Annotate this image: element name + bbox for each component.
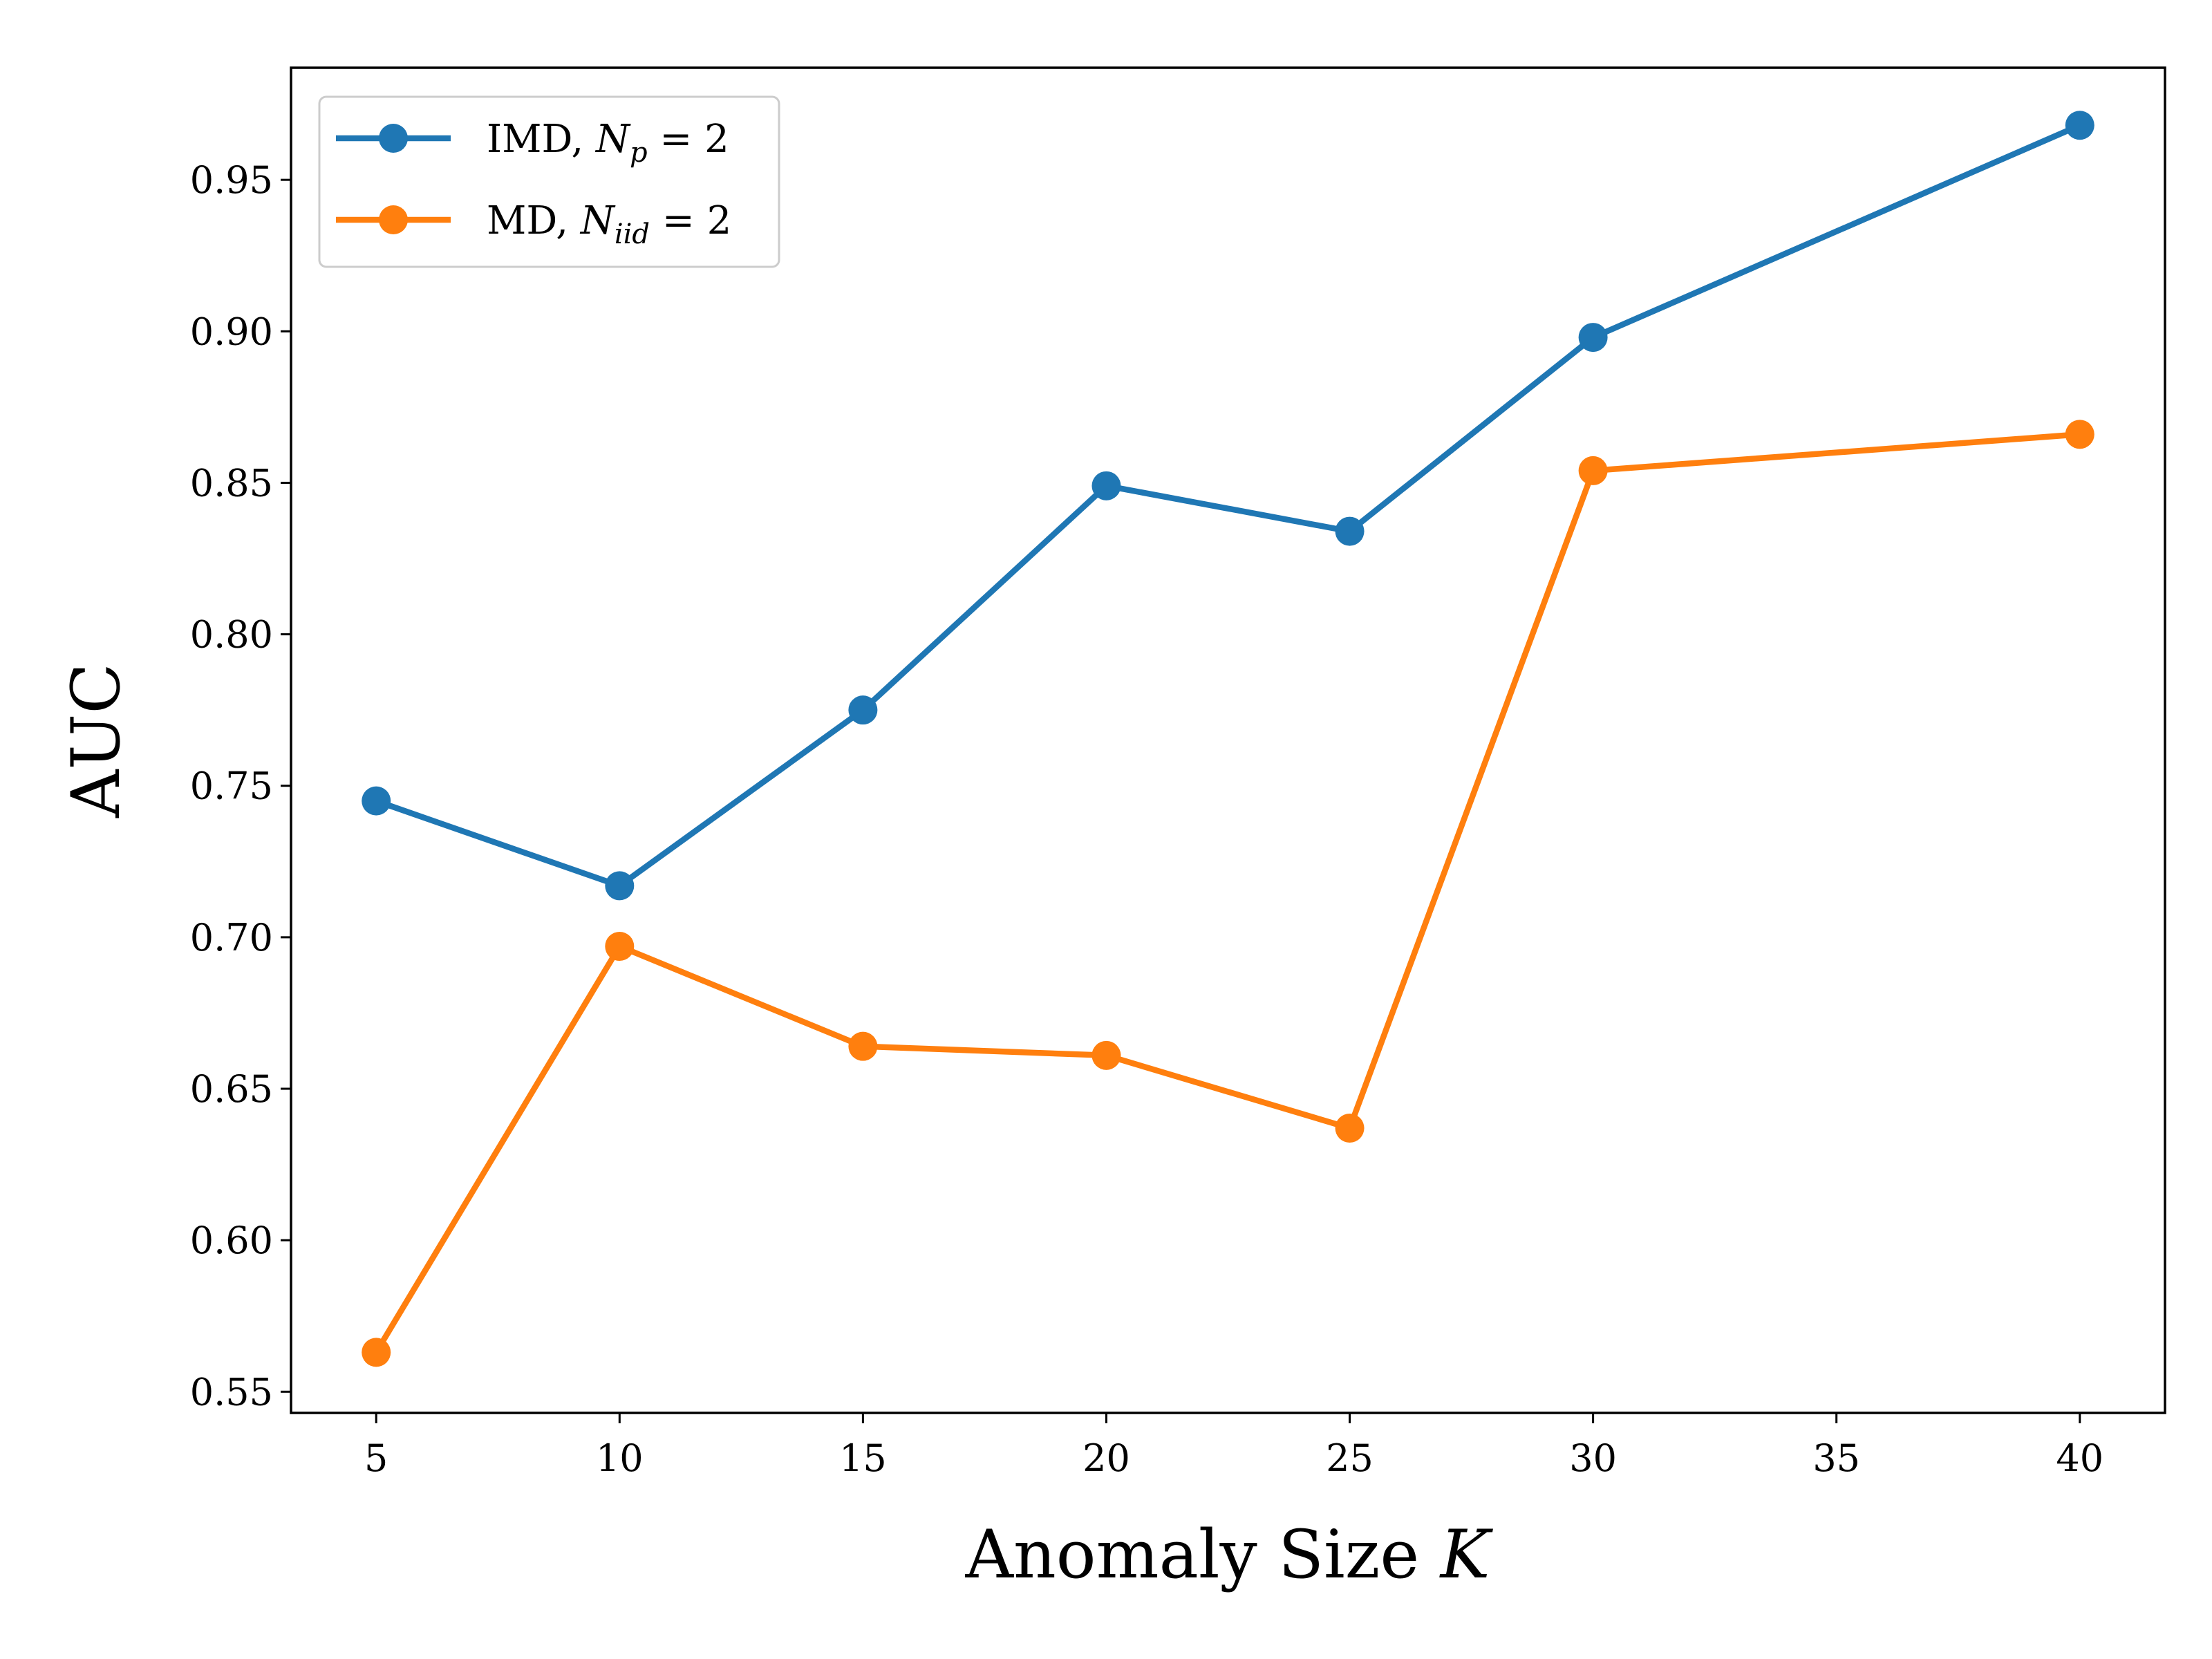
series-2-point bbox=[605, 932, 635, 962]
series-2-point bbox=[1578, 456, 1608, 485]
plot-area bbox=[290, 66, 2166, 1414]
y-tick-label: 0.80 bbox=[190, 613, 273, 657]
legend-marker-1 bbox=[379, 124, 408, 153]
series-1-point bbox=[605, 871, 635, 901]
x-axis-title-variable: K bbox=[1439, 1516, 1494, 1593]
series-2-point bbox=[1335, 1114, 1365, 1143]
series-2-point bbox=[2065, 420, 2094, 449]
y-tick-label: 0.55 bbox=[190, 1370, 273, 1414]
series-1-point bbox=[1578, 323, 1608, 353]
series-1-point bbox=[2065, 111, 2094, 140]
legend-marker-2 bbox=[379, 205, 408, 234]
series-layer bbox=[362, 111, 2094, 1367]
x-tick-label: 30 bbox=[1569, 1436, 1617, 1480]
y-axis-title: AUC bbox=[57, 663, 135, 818]
y-tick-label: 0.60 bbox=[190, 1219, 273, 1262]
x-tick-label: 20 bbox=[1082, 1436, 1130, 1480]
series-1-point bbox=[1335, 516, 1365, 546]
y-tick-label: 0.85 bbox=[190, 461, 273, 505]
x-axis: 5 10 15 20 25 30 35 40 bbox=[364, 1413, 2103, 1480]
y-tick-label: 0.90 bbox=[190, 310, 273, 353]
series-2-point bbox=[362, 1338, 391, 1367]
axes-frame bbox=[290, 66, 2166, 1414]
series-1-point bbox=[362, 786, 391, 816]
x-tick-label: 40 bbox=[2056, 1436, 2103, 1480]
series-1-point bbox=[848, 695, 878, 725]
x-axis-title: Anomaly Size K bbox=[965, 1516, 1494, 1593]
legend: IMD, Np = 2 MD, Niid = 2 bbox=[318, 95, 780, 268]
y-axis: 0.55 0.60 0.65 0.70 0.75 0.80 0.85 0.90 0.95 bbox=[190, 158, 291, 1414]
series-1-point bbox=[1091, 471, 1121, 500]
series-2-point bbox=[848, 1031, 878, 1061]
y-tick-label: 0.75 bbox=[190, 765, 273, 808]
y-tick-label: 0.65 bbox=[190, 1067, 273, 1111]
y-tick-label: 0.95 bbox=[190, 158, 273, 202]
x-tick-label: 5 bbox=[364, 1436, 388, 1480]
y-tick-label: 0.70 bbox=[190, 916, 273, 959]
x-tick-label: 15 bbox=[839, 1436, 887, 1480]
x-axis-title-text: Anomaly Size bbox=[965, 1516, 1441, 1593]
x-tick-label: 10 bbox=[596, 1436, 644, 1480]
series-2-point bbox=[1091, 1040, 1121, 1070]
legend-label-1: IMD, Np = 2 bbox=[487, 117, 729, 169]
x-tick-label: 35 bbox=[1812, 1436, 1860, 1480]
x-tick-label: 25 bbox=[1326, 1436, 1374, 1480]
legend-label-2: MD, Niid = 2 bbox=[487, 198, 731, 250]
